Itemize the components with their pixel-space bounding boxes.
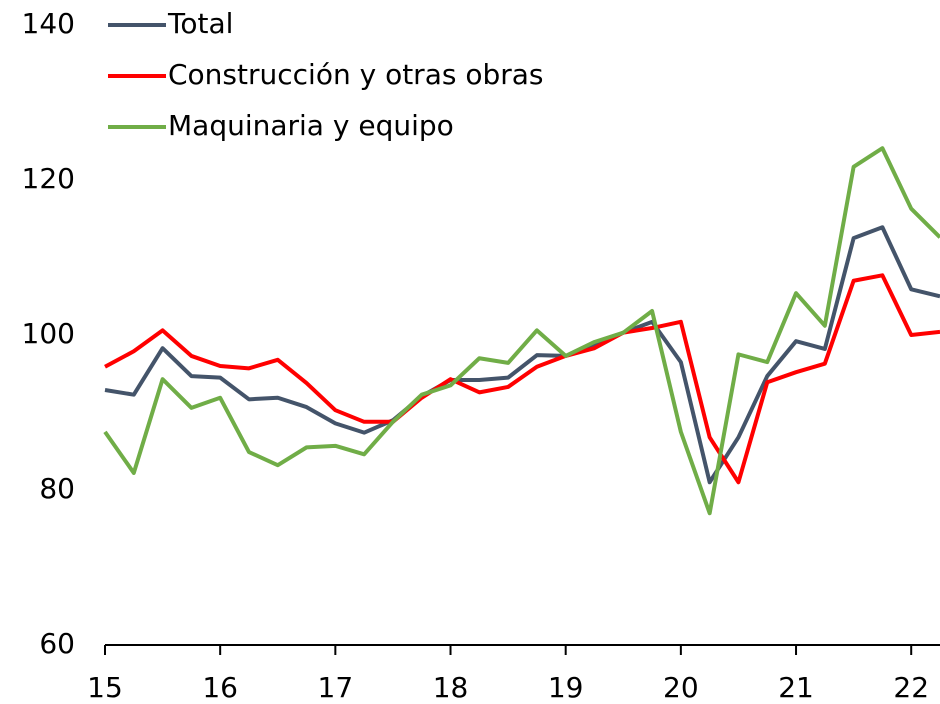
series-line xyxy=(103,146,940,516)
x-tick-label: 22 xyxy=(893,671,929,704)
x-tick-label: 19 xyxy=(548,671,584,704)
series-line xyxy=(104,273,940,485)
x-tick-label: 18 xyxy=(433,671,469,704)
y-tick-label: 120 xyxy=(22,162,75,195)
x-tick-label: 17 xyxy=(318,671,354,704)
x-tick-label: 20 xyxy=(663,671,699,704)
legend-label: Construcción y otras obras xyxy=(168,58,544,91)
x-tick-label: 15 xyxy=(87,671,123,704)
y-tick-label: 100 xyxy=(22,317,75,350)
legend-label: Total xyxy=(167,7,233,40)
x-tick-label: 16 xyxy=(202,671,238,704)
y-tick-label: 80 xyxy=(39,472,75,505)
legend-label: Maquinaria y equipo xyxy=(168,109,454,142)
y-tick-label: 140 xyxy=(22,7,75,40)
y-tick-label: 60 xyxy=(39,627,75,660)
x-tick-label: 21 xyxy=(778,671,814,704)
series-line xyxy=(104,225,940,485)
